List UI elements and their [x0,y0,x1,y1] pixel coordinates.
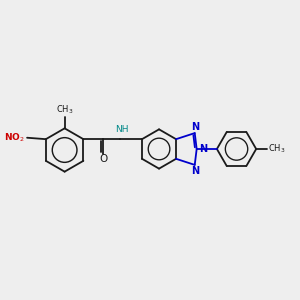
Text: CH$_3$: CH$_3$ [56,103,74,116]
Text: CH$_3$: CH$_3$ [268,143,286,155]
Text: O: O [99,154,107,164]
Text: NO$_2$: NO$_2$ [4,131,25,144]
Text: NH: NH [115,125,128,134]
Text: N: N [191,166,199,176]
Text: N: N [199,144,207,154]
Text: N: N [191,122,199,132]
